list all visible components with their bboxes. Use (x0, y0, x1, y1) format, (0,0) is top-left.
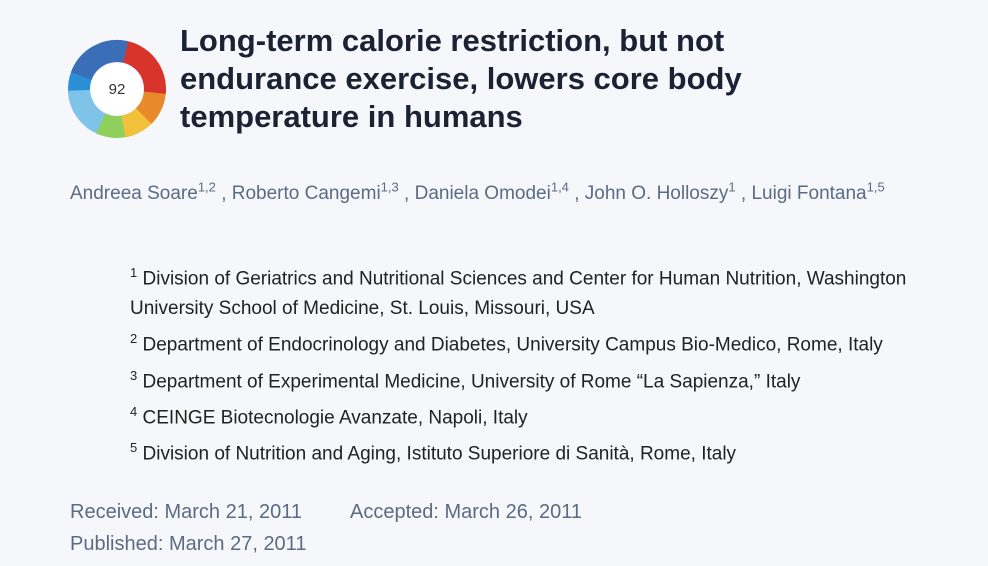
separator: , (574, 183, 580, 205)
affiliation-text: Division of Geriatrics and Nutritional S… (130, 268, 907, 320)
affiliation-number: 2 (130, 331, 138, 347)
dates: Received: March 21, 2011 Accepted: March … (70, 496, 582, 560)
author: Roberto Cangemi1,3 (231, 180, 399, 205)
article-title: Long-term calorie restriction, but not e… (180, 23, 742, 134)
author-name[interactable]: Daniela Omodei (414, 183, 551, 205)
separator: , (221, 183, 227, 205)
affiliation-text: Department of Endocrinology and Diabetes… (142, 334, 883, 356)
altmetric-score: 92 (109, 81, 126, 98)
published-date: Published: March 27, 2011 (70, 533, 307, 555)
affiliation-text: CEINGE Biotecnologie Avanzate, Napoli, I… (142, 407, 528, 429)
author-name[interactable]: Roberto Cangemi (231, 183, 381, 205)
author-name[interactable]: Luigi Fontana (751, 183, 867, 205)
affiliation-number: 1 (130, 265, 138, 280)
author-affiliation-ref: 1 (728, 180, 736, 195)
author-list: Andreea Soare1,2 , Roberto Cangemi1,3 , … (70, 172, 960, 210)
author-name[interactable]: Andreea Soare (70, 183, 198, 205)
date-row: Received: March 21, 2011 Accepted: March … (70, 496, 582, 528)
affiliation-list: 1 Division of Geriatrics and Nutritional… (130, 258, 960, 470)
author: Luigi Fontana1,5 (751, 180, 885, 205)
affiliation: 2 Department of Endocrinology and Diabet… (130, 324, 960, 360)
author-affiliation-ref: 1,4 (550, 180, 569, 195)
received-date: Received: March 21, 2011 (70, 501, 302, 523)
author-affiliation-ref: 1,3 (380, 180, 399, 195)
affiliation: 3 Department of Experimental Medicine, U… (130, 361, 960, 397)
affiliation-number: 4 (130, 403, 138, 419)
author: John O. Holloszy1 (584, 180, 736, 205)
author: Daniela Omodei1,4 (414, 180, 569, 205)
affiliation: 1 Division of Geriatrics and Nutritional… (130, 258, 960, 324)
affiliation-number: 3 (130, 367, 138, 383)
author-affiliation-ref: 1,2 (197, 180, 216, 195)
accepted-date: Accepted: March 26, 2011 (349, 501, 582, 523)
affiliation: 4 CEINGE Biotecnologie Avanzate, Napoli,… (130, 397, 960, 433)
affiliation-number: 5 (130, 440, 138, 456)
affiliation: 5 Division of Nutrition and Aging, Istit… (130, 433, 960, 469)
author: Andreea Soare1,2 (70, 180, 216, 205)
affiliation-text: Department of Experimental Medicine, Uni… (142, 370, 801, 392)
author-affiliation-ref: 1,5 (866, 180, 885, 195)
affiliation-text: Division of Nutrition and Aging, Istitut… (142, 443, 737, 465)
separator: , (404, 183, 410, 205)
altmetric-badge[interactable]: 92 (66, 38, 168, 140)
author-name[interactable]: John O. Holloszy (584, 183, 729, 205)
separator: , (740, 183, 747, 205)
